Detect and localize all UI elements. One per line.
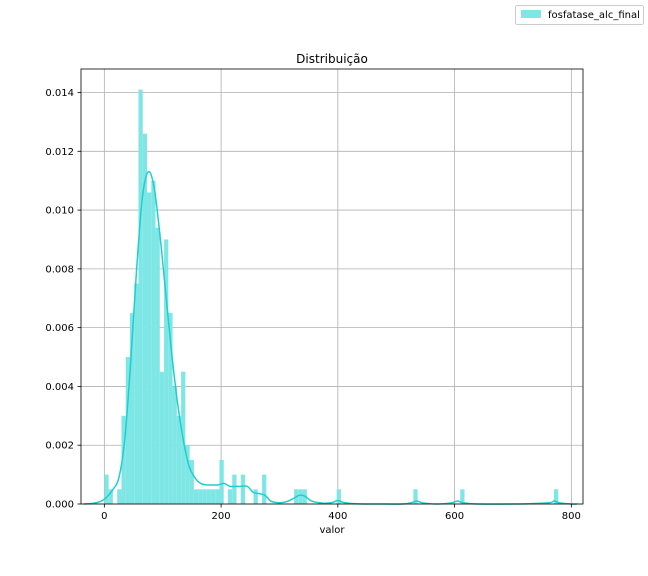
x-axis-label: valor bbox=[319, 525, 345, 536]
x-tick-label: 800 bbox=[562, 511, 581, 522]
y-tick-label: 0.000 bbox=[45, 500, 74, 511]
histogram-bar bbox=[125, 357, 130, 504]
x-tick-label: 400 bbox=[328, 511, 347, 522]
histogram-bar bbox=[168, 312, 173, 504]
legend-label: fosfatase_alc_final bbox=[548, 10, 640, 21]
histogram-bar bbox=[172, 386, 177, 504]
histogram-bar bbox=[298, 489, 303, 504]
plot-frame bbox=[80, 68, 584, 505]
histogram-bar bbox=[202, 489, 207, 504]
histogram-bar bbox=[147, 192, 152, 504]
histogram-bar bbox=[227, 489, 233, 504]
histogram-bar bbox=[215, 489, 220, 504]
y-tick-label: 0.004 bbox=[45, 382, 74, 393]
histogram-bar bbox=[253, 489, 258, 504]
histogram-bar bbox=[142, 133, 148, 504]
y-tick-label: 0.012 bbox=[45, 147, 74, 158]
histogram-bar bbox=[129, 312, 135, 504]
histogram-bar bbox=[262, 474, 267, 504]
ticks: 0 200 400 600 800 0.000 0.002 0.004 0.006 0.008 0.… bbox=[45, 88, 581, 522]
y-tick-label: 0.006 bbox=[45, 323, 74, 334]
histogram-bar bbox=[138, 89, 143, 504]
y-tick-label: 0.002 bbox=[45, 441, 74, 452]
histogram-bar bbox=[198, 489, 203, 504]
histogram-bar bbox=[460, 489, 465, 504]
histogram-bar bbox=[210, 489, 216, 504]
y-tick-label: 0.010 bbox=[45, 206, 74, 217]
x-tick-label: 0 bbox=[101, 511, 107, 522]
legend-swatch bbox=[521, 10, 541, 18]
histogram-bar bbox=[108, 489, 113, 504]
histogram-bar bbox=[134, 283, 139, 504]
histogram-bar bbox=[159, 371, 165, 504]
histogram-bar bbox=[117, 489, 122, 504]
x-tick-label: 600 bbox=[445, 511, 464, 522]
histogram-bar bbox=[206, 489, 211, 504]
legend: fosfatase_alc_final bbox=[515, 5, 644, 25]
histogram-bar bbox=[553, 489, 559, 504]
y-tick-label: 0.008 bbox=[45, 264, 74, 275]
histogram-bar bbox=[151, 180, 156, 504]
histogram-bar bbox=[413, 489, 418, 504]
histogram-bar bbox=[176, 415, 182, 504]
histogram-bar bbox=[232, 474, 237, 504]
chart-title: Distribuição bbox=[296, 52, 368, 66]
histogram-bar bbox=[185, 445, 190, 504]
histogram-bar bbox=[219, 459, 224, 504]
histogram-bar bbox=[189, 459, 194, 504]
histogram-bar bbox=[336, 489, 341, 504]
legend-box bbox=[515, 5, 644, 25]
histogram-bar bbox=[155, 227, 160, 504]
histogram-bar bbox=[104, 474, 109, 504]
histogram-bar bbox=[164, 239, 169, 505]
y-tick-label: 0.014 bbox=[45, 88, 74, 99]
x-tick-label: 200 bbox=[212, 511, 231, 522]
histogram-bar bbox=[193, 489, 199, 504]
histogram-bar bbox=[121, 415, 126, 504]
histogram-bar bbox=[240, 474, 246, 504]
